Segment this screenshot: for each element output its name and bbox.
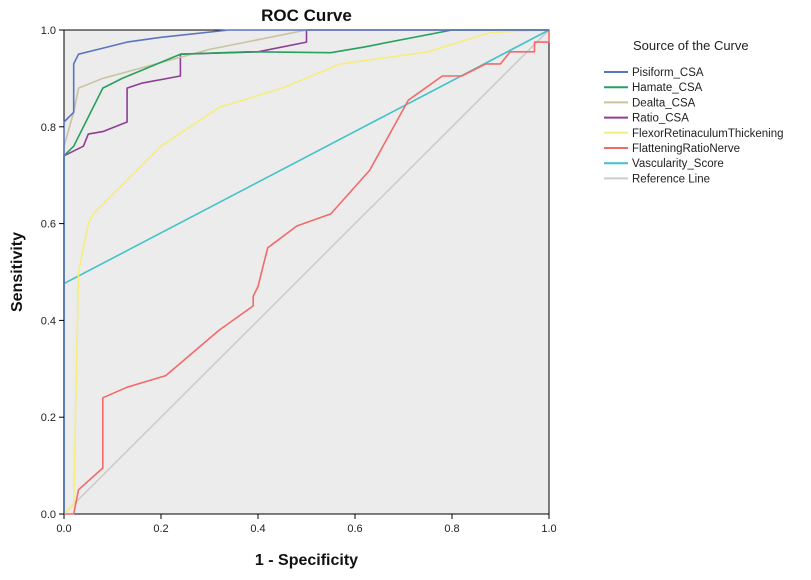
x-tick-label: 0.4: [250, 523, 265, 535]
series-line-reference-line: [63, 29, 550, 515]
legend-label-flexorretinaculumthickening: FlexorRetinaculumThickening: [632, 128, 783, 140]
series-line-flexorretinaculumthickening: [63, 29, 550, 515]
legend-label-pisiform-csa: Pisiform_CSA: [632, 67, 704, 79]
legend-label-vascularity-score: Vascularity_Score: [632, 158, 724, 170]
y-tick-label: 0.2: [41, 412, 56, 424]
y-tick-label: 1.0: [41, 25, 56, 37]
series-line-flatteningrationerve: [64, 30, 550, 515]
legend-items: Pisiform_CSA Hamate_CSA Dealta_CSA Ratio_CS…: [604, 67, 783, 185]
series-line-pisiform-csa: [63, 29, 549, 514]
legend-label-dealta-csa: Dealta_CSA: [632, 97, 696, 109]
series-layer: [63, 29, 550, 515]
x-tick-label: 0.6: [347, 523, 362, 535]
y-tick-label: 0.6: [41, 219, 56, 231]
legend-label-hamate-csa: Hamate_CSA: [632, 82, 703, 94]
x-tick-label: 0.2: [153, 523, 168, 535]
series-line-ratio-csa: [63, 29, 549, 514]
legend-label-ratio-csa: Ratio_CSA: [632, 113, 689, 125]
y-tick-label: 0.4: [41, 315, 56, 327]
legend-label-reference-line: Reference Line: [632, 173, 710, 185]
axis-layer: 0.0 0.2 0.4 0.6 0.8 1.0 0.0 0.2 0.4 0.6 0.8 1.0: [41, 25, 557, 535]
series-line-hamate-csa: [63, 29, 549, 514]
legend-label-flatteningrationerve: FlatteningRatioNerve: [632, 143, 740, 155]
legend: Source of the Curve Pisiform_CSA Hamate_C…: [604, 38, 783, 185]
x-tick-label: 0.8: [444, 523, 459, 535]
series-line-dealta-csa: [63, 29, 549, 514]
chart-title: ROC Curve: [261, 6, 352, 25]
x-axis-label: 1 - Specificity: [255, 552, 358, 569]
y-tick-label: 0.0: [41, 509, 56, 521]
y-tick-label: 0.8: [41, 122, 56, 134]
y-axis-label: Sensitivity: [9, 232, 26, 312]
legend-title: Source of the Curve: [633, 38, 749, 53]
x-tick-label: 1.0: [541, 523, 556, 535]
x-tick-label: 0.0: [56, 523, 71, 535]
